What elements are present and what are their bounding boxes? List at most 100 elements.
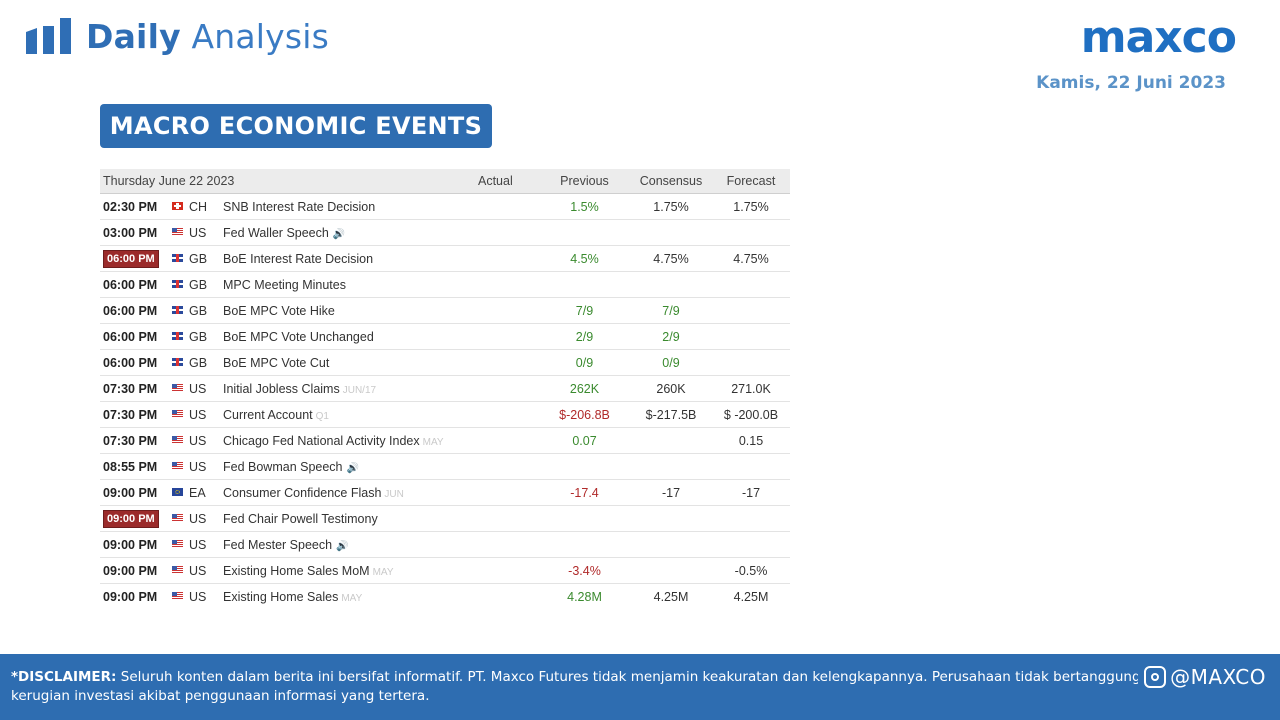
previous-value: 4.5%: [539, 245, 630, 272]
event-cell[interactable]: Fed Waller Speech 🔊: [223, 219, 468, 246]
event-time-cell: 06:00 PM: [100, 245, 172, 272]
event-name[interactable]: Fed Waller Speech: [223, 225, 329, 240]
event-cell[interactable]: Existing Home Sales MAY: [223, 584, 468, 610]
actual-value: [468, 584, 539, 610]
event-name[interactable]: BoE MPC Vote Hike: [223, 303, 335, 318]
event-cell[interactable]: BoE Interest Rate Decision: [223, 245, 468, 272]
event-name[interactable]: SNB Interest Rate Decision: [223, 199, 376, 214]
event-cell[interactable]: Fed Bowman Speech 🔊: [223, 453, 468, 480]
event-cell[interactable]: Fed Mester Speech 🔊: [223, 531, 468, 558]
previous-value: 4.28M: [567, 589, 602, 604]
event-time: 02:30 PM: [100, 193, 172, 220]
daily-analysis-brand: Daily Analysis: [26, 16, 329, 56]
consensus-value: 260K: [630, 375, 712, 402]
table-row: 08:55 PM US Fed Bowman Speech 🔊: [100, 453, 790, 480]
event-time: 06:00 PM: [100, 297, 172, 324]
event-time: 09:00 PM: [100, 531, 172, 558]
event-cell[interactable]: Existing Home Sales MoM MAY: [223, 557, 468, 584]
event-name[interactable]: BoE MPC Vote Cut: [223, 355, 330, 370]
consensus-value: [630, 531, 712, 558]
section-title-banner: MACRO ECONOMIC EVENTS: [100, 104, 492, 148]
us-flag-icon: [172, 540, 183, 549]
event-time: 07:30 PM: [100, 401, 172, 428]
previous-value: 7/9: [539, 297, 630, 324]
country-code: EA: [189, 485, 206, 500]
event-period: JUN: [384, 488, 404, 500]
event-name[interactable]: Consumer Confidence Flash: [223, 485, 382, 500]
event-cell[interactable]: SNB Interest Rate Decision: [223, 193, 468, 220]
country-code: GB: [189, 303, 208, 318]
us-flag-icon: [172, 436, 183, 445]
event-name[interactable]: BoE MPC Vote Unchanged: [223, 329, 374, 344]
event-name[interactable]: BoE Interest Rate Decision: [223, 251, 374, 266]
forecast-value: [712, 531, 790, 558]
previous-value: $-206.8B: [539, 401, 630, 428]
title-bold: Daily: [86, 16, 181, 56]
event-name[interactable]: Fed Chair Powell Testimony: [223, 511, 378, 526]
table-row: 03:00 PM US Fed Waller Speech 🔊: [100, 219, 790, 246]
country-cell: GB: [172, 297, 223, 324]
disclaimer-line-2: kerugian investasi akibat penggunaan inf…: [11, 688, 430, 704]
event-cell[interactable]: Fed Chair Powell Testimony: [223, 505, 468, 532]
country-code: US: [189, 407, 207, 422]
event-name[interactable]: Current Account: [223, 407, 313, 422]
country-cell: US: [172, 453, 223, 480]
disclaimer-footer: *DISCLAIMER: Seluruh konten dalam berita…: [0, 654, 1280, 720]
highlight-time-badge: 09:00 PM: [103, 509, 159, 528]
country-code: US: [189, 225, 207, 240]
event-time: 09:00 PM: [103, 589, 158, 604]
consensus-value: [630, 427, 712, 454]
actual-value: [468, 453, 539, 480]
country-code: GB: [189, 329, 208, 344]
actual-value: [468, 219, 539, 246]
forecast-value: $ -200.0B: [712, 401, 790, 428]
actual-value: [468, 427, 539, 454]
event-time: 06:00 PM: [100, 349, 172, 376]
event-name[interactable]: Existing Home Sales MoM: [223, 563, 370, 578]
event-period: Q1: [315, 410, 329, 422]
event-name[interactable]: Fed Bowman Speech: [223, 459, 343, 474]
country-code: US: [189, 433, 207, 448]
gb-flag-icon: [172, 306, 183, 315]
event-cell[interactable]: Consumer Confidence Flash JUN: [223, 479, 468, 506]
event-cell[interactable]: MPC Meeting Minutes: [223, 271, 468, 298]
event-name[interactable]: Fed Mester Speech: [223, 537, 333, 552]
consensus-value: 4.75%: [630, 245, 712, 272]
country-cell: US: [172, 505, 223, 532]
consensus-value: 2/9: [630, 323, 712, 350]
consensus-value: [630, 505, 712, 532]
event-cell[interactable]: Current Account Q1: [223, 401, 468, 428]
us-flag-icon: [172, 592, 183, 601]
event-cell[interactable]: Initial Jobless Claims JUN/17: [223, 375, 468, 402]
event-cell[interactable]: BoE MPC Vote Unchanged: [223, 323, 468, 350]
country-code: US: [189, 381, 207, 396]
report-date: Kamis, 22 Juni 2023: [1036, 73, 1226, 93]
event-time: 06:00 PM: [100, 271, 172, 298]
previous-value: 0/9: [539, 349, 630, 376]
country-cell: CH: [172, 193, 223, 220]
table-row: 02:30 PM CH SNB Interest Rate Decision 1.5%…: [100, 193, 790, 220]
forecast-value: [712, 219, 790, 246]
event-name[interactable]: Existing Home Sales: [223, 589, 339, 604]
table-row: 09:00 PM US Fed Mester Speech 🔊: [100, 531, 790, 558]
event-cell[interactable]: BoE MPC Vote Cut: [223, 349, 468, 376]
forecast-value: 4.25M: [733, 589, 769, 604]
country-code: GB: [189, 251, 208, 266]
event-name[interactable]: Chicago Fed National Activity Index: [223, 433, 420, 448]
country-cell: GB: [172, 271, 223, 298]
table-header-row: Thursday June 22 2023 Actual Previous Co…: [100, 169, 790, 194]
event-cell[interactable]: BoE MPC Vote Hike: [223, 297, 468, 324]
ch-flag-icon: [172, 202, 183, 211]
consensus-value: [630, 453, 712, 480]
event-time: 03:00 PM: [100, 219, 172, 246]
event-name[interactable]: Initial Jobless Claims: [223, 381, 340, 396]
previous-value: [539, 271, 630, 298]
event-name[interactable]: MPC Meeting Minutes: [223, 277, 346, 292]
event-cell[interactable]: Chicago Fed National Activity Index MAY: [223, 427, 468, 454]
event-time: 07:30 PM: [100, 375, 172, 402]
actual-value: [468, 531, 539, 558]
social-handle-group[interactable]: @MAXCO: [1138, 666, 1266, 688]
table-row: 09:00 PM US Fed Chair Powell Testimony: [100, 505, 790, 532]
maxco-logo: maxco: [1080, 12, 1237, 63]
table-row: 09:00 PM US Existing Home Sales MoM MAY -3.4…: [100, 557, 790, 584]
